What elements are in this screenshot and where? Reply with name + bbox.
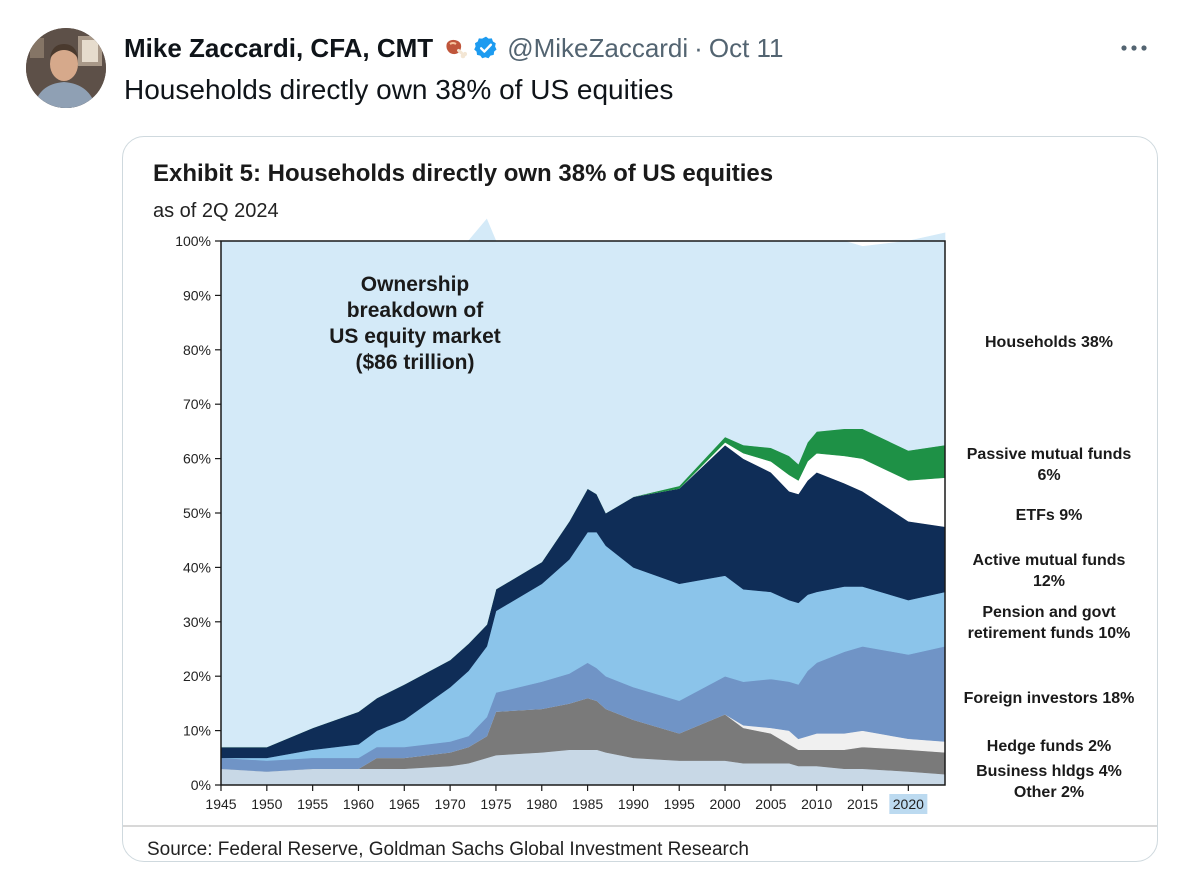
chart-subtitle: as of 2Q 2024 xyxy=(153,200,279,222)
annotation-line: breakdown of xyxy=(347,299,485,322)
series-label-line: Foreign investors 18% xyxy=(964,690,1135,707)
x-tick-label: 1990 xyxy=(618,796,649,812)
x-tick-label: 2005 xyxy=(755,796,786,812)
verified-badge-icon[interactable] xyxy=(473,35,499,61)
x-tick-label: 1955 xyxy=(297,796,328,812)
y-tick-label: 10% xyxy=(183,723,211,739)
tweet-header: Mike Zaccardi, CFA, CMT @MikeZaccardi · … xyxy=(124,30,784,66)
author-avatar[interactable] xyxy=(26,28,106,108)
series-label-business-hldgs: Business hldgs 4% xyxy=(976,763,1122,780)
tweet-text: Households directly own 38% of US equiti… xyxy=(124,74,674,105)
chart-image[interactable]: Exhibit 5: Households directly own 38% o… xyxy=(122,136,1158,862)
separator-dot: · xyxy=(694,32,703,63)
x-tick-label: 1980 xyxy=(526,796,557,812)
y-tick-label: 90% xyxy=(183,287,211,303)
series-label-hedge-funds: Hedge funds 2% xyxy=(987,738,1111,755)
series-label-active-mutual-funds: Active mutual funds 12% xyxy=(973,552,1126,590)
x-tick-label: 1945 xyxy=(205,796,236,812)
y-tick-label: 30% xyxy=(183,614,211,630)
series-label-line: Households 38% xyxy=(985,334,1113,351)
series-label-pension-and-govt-retirement-funds: Pension and govt retirement funds 10% xyxy=(968,604,1131,642)
y-tick-label: 50% xyxy=(183,505,211,521)
series-label-line: retirement funds 10% xyxy=(968,625,1131,642)
x-tick-highlight xyxy=(889,794,928,814)
y-axis: 0% 10% 20% 30% 40% 50% 60% 70% 80% 90% 100% xyxy=(175,233,221,793)
series-labels: Other 2% Business hldgs 4% Hedge funds 2% F… xyxy=(964,334,1135,801)
meat-on-bone-icon xyxy=(441,35,468,61)
x-tick-label: 1995 xyxy=(664,796,695,812)
y-tick-label: 100% xyxy=(175,233,211,249)
series-label-passive-mutual-funds: Passive mutual funds 6% xyxy=(967,446,1132,484)
y-tick-label: 60% xyxy=(183,451,211,467)
series-label-line: 12% xyxy=(1033,573,1065,590)
y-tick-label: 40% xyxy=(183,559,211,575)
x-tick-label: 1950 xyxy=(251,796,282,812)
x-axis: 1945 1950 1955 1960 1965 1970 1975 1980 1985 1990… xyxy=(205,785,928,814)
series-label-line: Business hldgs 4% xyxy=(976,763,1122,780)
series-label-line: Active mutual funds xyxy=(973,552,1126,569)
chart-svg: Exhibit 5: Households directly own 38% o… xyxy=(123,160,1157,860)
series-label-etfs: ETFs 9% xyxy=(1016,507,1083,524)
y-tick-label: 80% xyxy=(183,342,211,358)
x-tick-label: 1975 xyxy=(480,796,511,812)
annotation-line: US equity market xyxy=(329,325,501,348)
series-label-line: 6% xyxy=(1037,467,1060,484)
chart-source: Source: Federal Reserve, Goldman Sachs G… xyxy=(147,839,749,860)
annotation-line: Ownership xyxy=(361,273,470,296)
author-handle[interactable]: @MikeZaccardi xyxy=(507,32,689,63)
y-tick-label: 0% xyxy=(191,777,211,793)
series-label-line: Hedge funds 2% xyxy=(987,738,1111,755)
series-label-line: Pension and govt xyxy=(982,604,1116,621)
series-label-line: Passive mutual funds xyxy=(967,446,1132,463)
series-label-line: ETFs 9% xyxy=(1016,507,1083,524)
y-tick-label: 20% xyxy=(183,668,211,684)
x-tick-label: 2000 xyxy=(709,796,740,812)
x-tick-label: 2015 xyxy=(847,796,878,812)
tweet-date[interactable]: Oct 11 xyxy=(708,32,784,63)
y-tick-label: 70% xyxy=(183,396,211,412)
x-tick-label: 1985 xyxy=(572,796,603,812)
author-name[interactable]: Mike Zaccardi, CFA, CMT xyxy=(124,32,434,63)
chart-annotation: Ownership breakdown of US equity market ($8… xyxy=(329,273,501,374)
ellipsis-icon[interactable] xyxy=(1117,34,1151,62)
x-tick-label: 1970 xyxy=(435,796,466,812)
x-tick-label: 1960 xyxy=(343,796,374,812)
annotation-line: ($86 trillion) xyxy=(355,351,474,374)
series-label-households: Households 38% xyxy=(985,334,1113,351)
series-label-line: Other 2% xyxy=(1014,784,1084,801)
chart-title: Exhibit 5: Households directly own 38% o… xyxy=(153,160,773,187)
x-tick-label: 1965 xyxy=(389,796,420,812)
x-tick-label: 2010 xyxy=(801,796,832,812)
series-label-foreign-investors: Foreign investors 18% xyxy=(964,690,1135,707)
series-label-other: Other 2% xyxy=(1014,784,1084,801)
stacked-areas xyxy=(220,218,946,786)
x-tick-label: 2020 xyxy=(893,796,924,812)
